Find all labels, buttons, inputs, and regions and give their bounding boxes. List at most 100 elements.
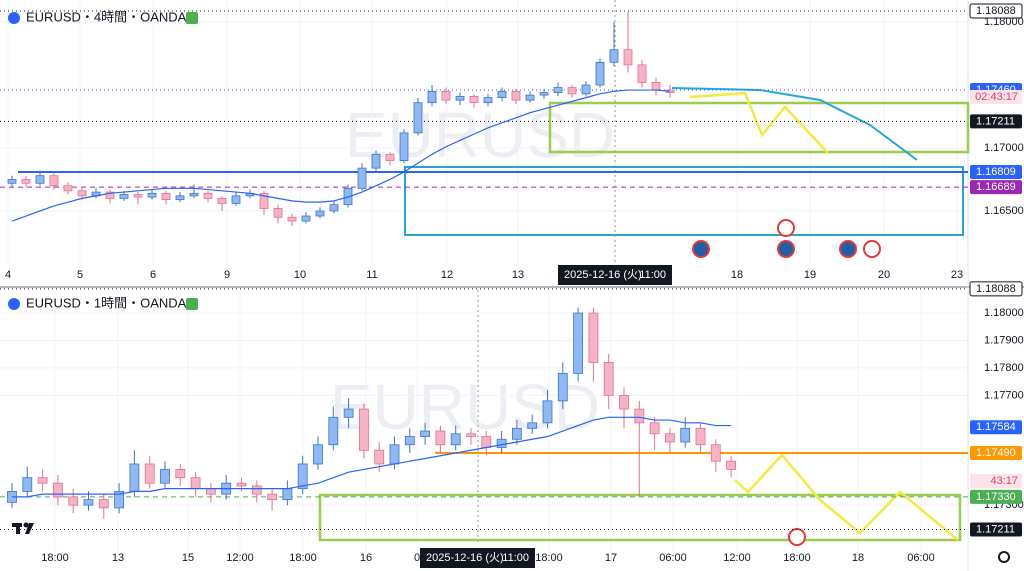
candle-body	[160, 469, 170, 484]
chart-title: EURUSD・1時間・OANDA	[26, 295, 187, 310]
x-tick-label: 9	[224, 269, 230, 281]
candle-body	[603, 362, 614, 396]
candle-body	[98, 499, 109, 509]
y-tick-label: 1.18000	[984, 16, 1024, 28]
candle-body	[205, 488, 216, 495]
candle-body	[399, 132, 409, 161]
candle-body	[53, 482, 63, 498]
x-tick-label: 18	[852, 552, 864, 564]
x-tick-label: 18:00	[535, 552, 563, 564]
candle-body	[557, 373, 568, 402]
x-tick-label: 12	[441, 269, 453, 281]
price-tag	[970, 114, 1022, 129]
drawings	[12, 0, 1010, 563]
tradingview-logo	[12, 522, 34, 534]
watermark: EURUSD	[330, 371, 600, 443]
candle-body	[129, 463, 140, 492]
candle-body	[119, 194, 129, 199]
candle-body	[441, 90, 451, 101]
y-tick-label: 1.17000	[984, 142, 1024, 154]
x-tick-label: 23	[951, 269, 963, 281]
candle-body	[273, 208, 283, 218]
price-tag	[970, 522, 1022, 537]
x-tick-label: 16	[360, 552, 372, 564]
candle-body	[35, 175, 45, 184]
candle-body	[413, 102, 423, 134]
price-tag-label: 1.17211	[976, 115, 1015, 127]
candle-body	[236, 482, 247, 487]
candle-body	[83, 499, 94, 506]
candle-body	[435, 430, 446, 446]
price-tag-label: 1.17584	[976, 421, 1016, 433]
zone-box	[318, 493, 962, 542]
candle-body	[144, 463, 155, 484]
candle-body	[595, 61, 605, 86]
candle-body	[466, 433, 476, 437]
y-tick-label: 1.16500	[984, 205, 1024, 217]
zone-box	[404, 166, 964, 236]
candle-body	[469, 95, 479, 104]
candle-body	[527, 422, 538, 429]
candle-body	[287, 216, 297, 222]
price-tag	[970, 180, 1022, 195]
price-tag-label: 1.17211	[976, 523, 1015, 535]
x-tick-label: 0	[414, 552, 420, 564]
candle-body	[190, 477, 201, 490]
price-tag	[969, 3, 1023, 19]
y-tick-label: 1.17700	[984, 389, 1024, 401]
candle-body	[634, 408, 645, 424]
candle-body	[282, 488, 293, 501]
countdown: 43:17	[990, 475, 1018, 487]
x-tick-label: 4	[5, 269, 11, 281]
x-tick-label: 18:00	[41, 552, 69, 564]
candle-body	[259, 192, 269, 209]
candle-body	[133, 194, 143, 198]
candle-body	[427, 90, 437, 104]
candle-body	[623, 49, 633, 66]
candle-body	[22, 477, 33, 492]
candle-body	[63, 185, 73, 192]
x-tick-label: 5	[77, 269, 83, 281]
candle-body	[313, 444, 323, 465]
crosshair-label-bg	[420, 548, 535, 568]
candle-body	[49, 175, 59, 187]
candle-body	[511, 90, 521, 101]
candle-body	[496, 438, 507, 448]
projection	[734, 453, 959, 541]
zone-box	[548, 101, 970, 154]
candle-body	[665, 433, 675, 443]
symbol-icon	[8, 12, 20, 24]
candle-body	[68, 496, 79, 506]
crosshair-date: 2025-12-16 (火)	[564, 269, 642, 281]
candle-body	[481, 436, 492, 448]
x-tick-label: 11	[366, 269, 377, 281]
candle-body	[21, 179, 31, 184]
countdown-tag	[970, 90, 1022, 104]
candle-body	[619, 394, 629, 410]
x-tick-label: 20	[878, 269, 890, 281]
x-tick-label: 13	[512, 269, 524, 281]
candle-body	[147, 192, 157, 198]
candle-body	[542, 400, 553, 424]
status-icon	[186, 12, 198, 24]
x-tick-label: 18	[731, 269, 743, 281]
candle-body	[680, 427, 691, 443]
price-tag	[970, 420, 1022, 435]
candle-body	[581, 84, 591, 95]
candle-body	[651, 82, 661, 91]
candle-body	[161, 192, 171, 201]
watermark: EURUSD	[345, 99, 615, 171]
x-tick-label: 12:00	[723, 552, 751, 564]
x-tick-label: 6	[150, 269, 156, 281]
candle-body	[37, 477, 48, 484]
settings-icon[interactable]	[998, 551, 1010, 563]
candle-body	[267, 493, 278, 501]
candle-body	[385, 153, 395, 161]
candle-body	[217, 197, 227, 204]
candle-body	[450, 433, 461, 446]
projection	[689, 91, 829, 154]
candle-body	[389, 444, 400, 465]
candle-body	[203, 192, 213, 199]
candle-body	[315, 210, 325, 217]
